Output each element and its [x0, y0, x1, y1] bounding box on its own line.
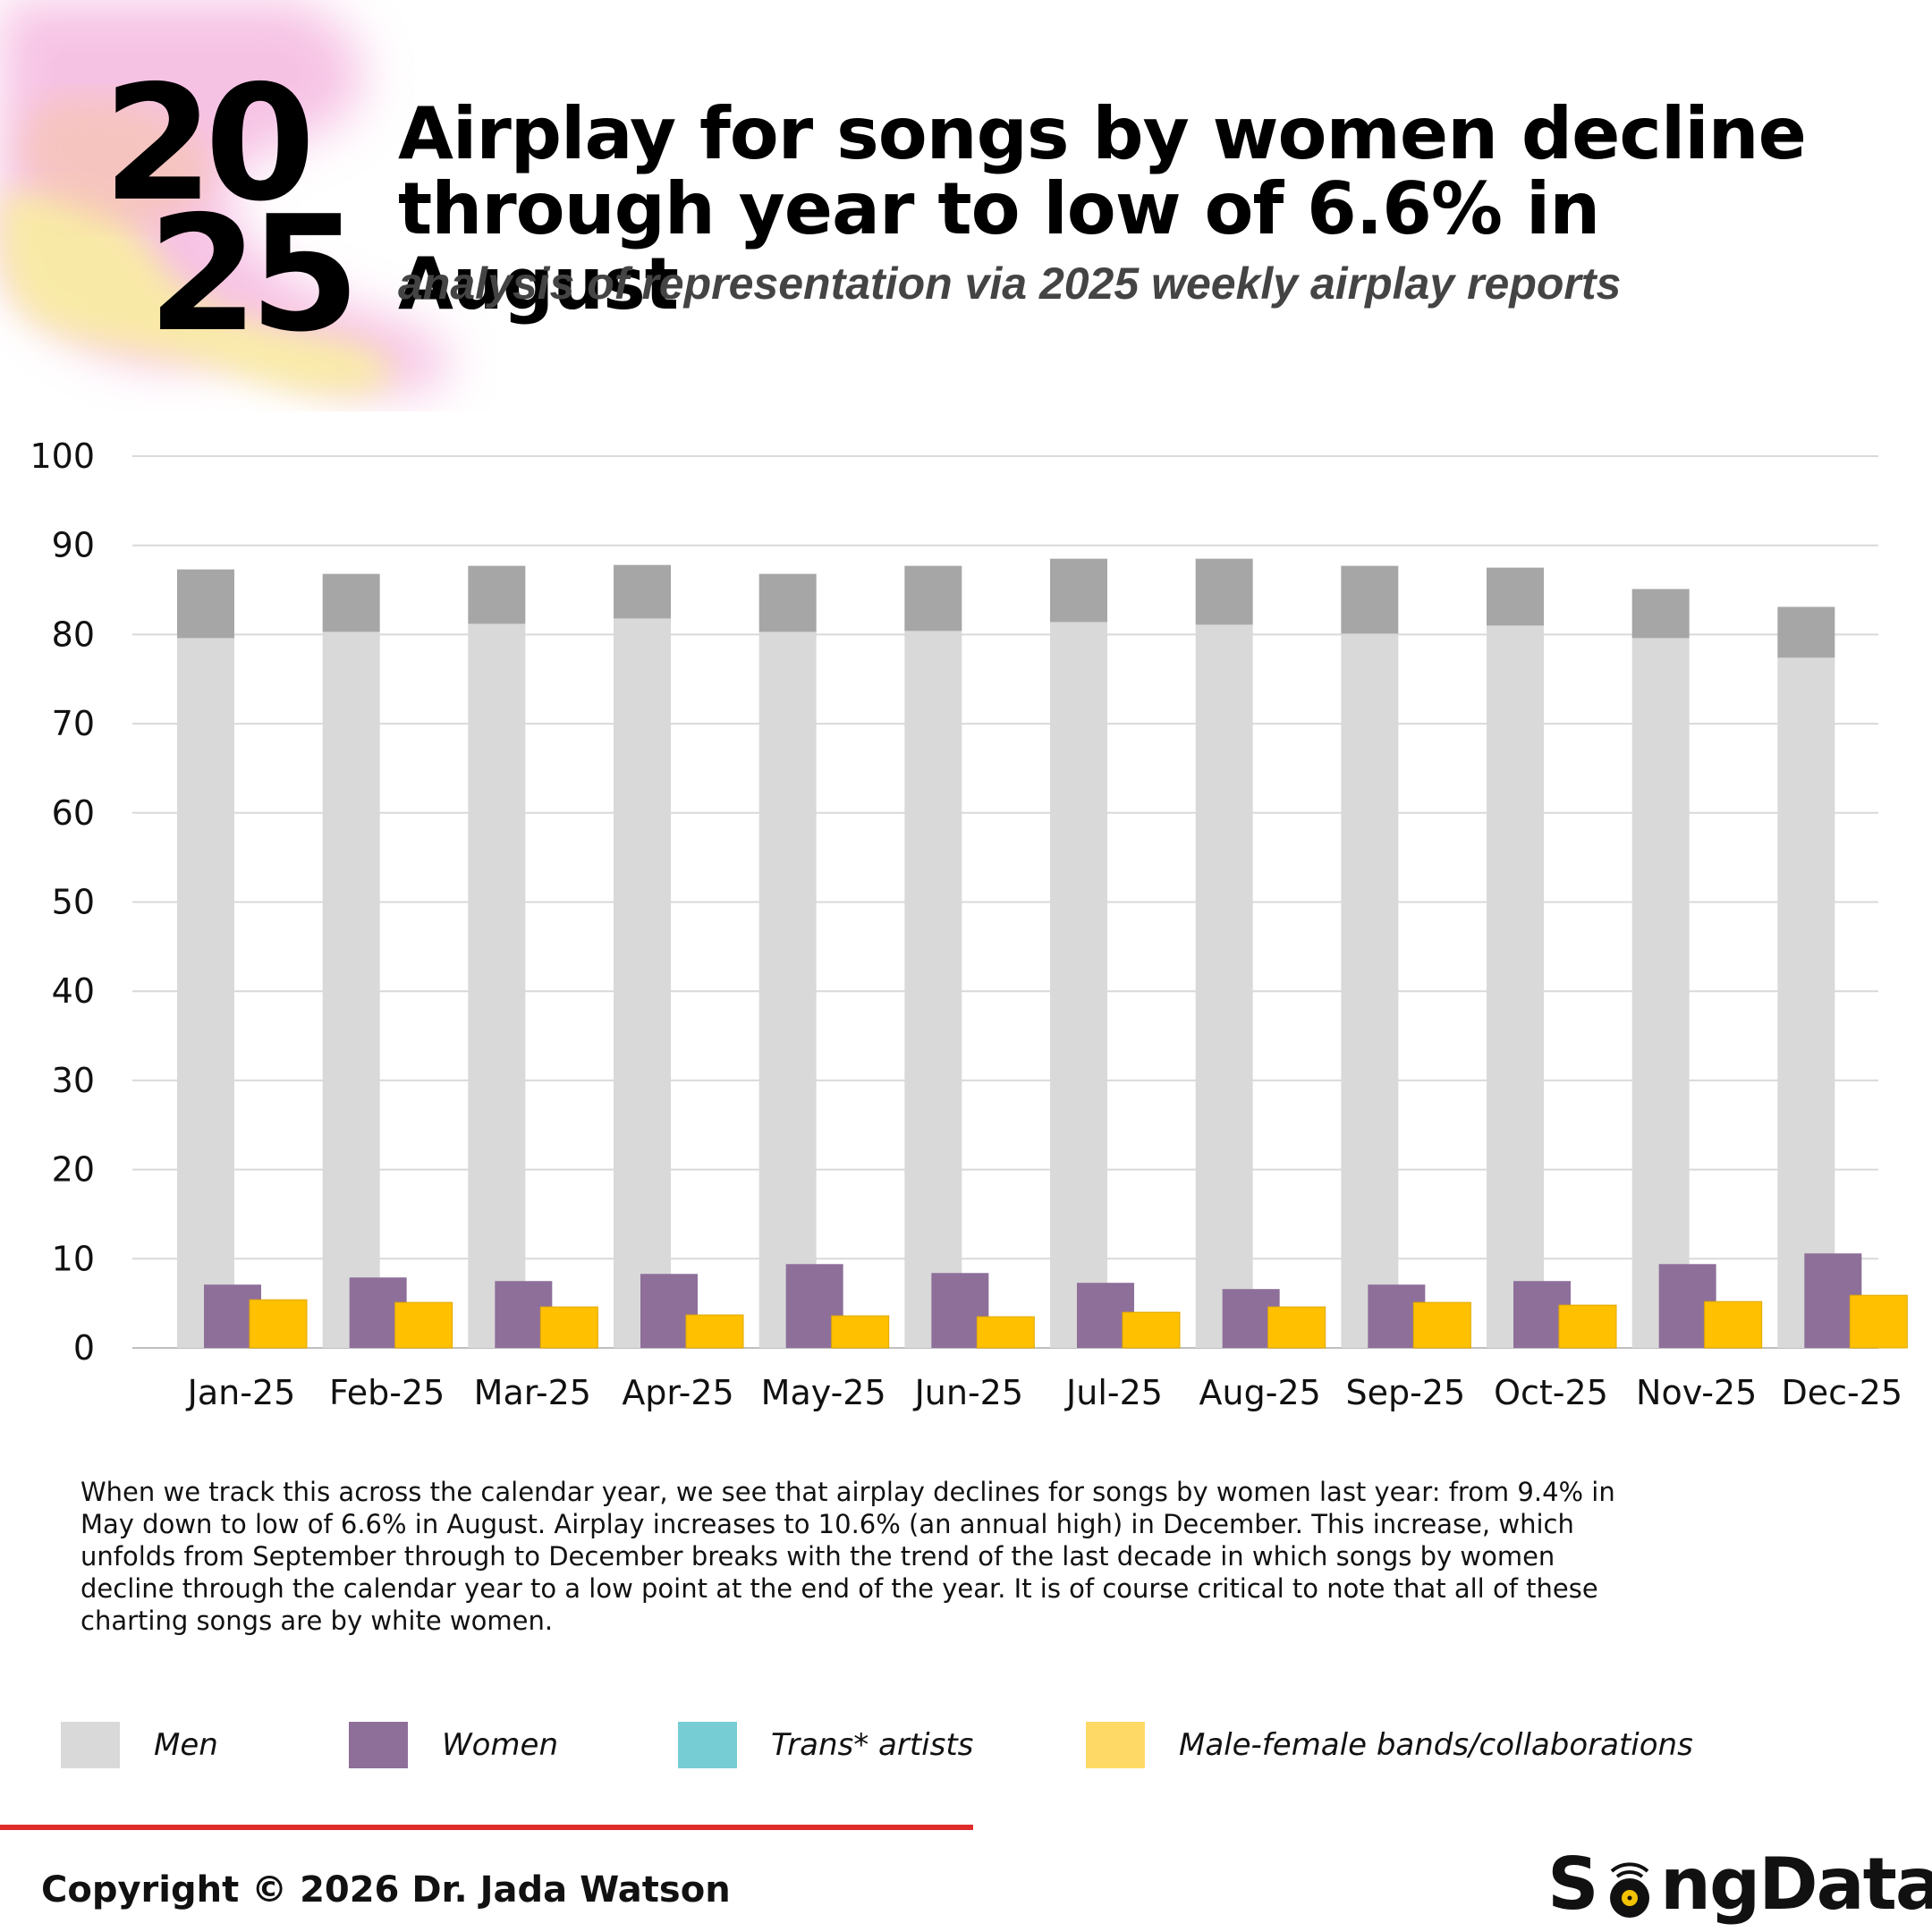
bar-collab-Sep-25 — [1412, 1301, 1471, 1349]
bar-men-Dec-25 — [1777, 657, 1835, 1348]
year-top: 20 — [103, 51, 316, 236]
x-tick-label-Sep-25: Sep-25 — [1345, 1373, 1465, 1412]
legend-swatch-trans — [678, 1722, 737, 1768]
y-tick-label-10: 10 — [52, 1239, 95, 1278]
x-tick-label-Feb-25: Feb-25 — [329, 1373, 445, 1412]
bar-collab-May-25 — [831, 1315, 890, 1349]
bar-men-upper-Feb-25 — [322, 573, 380, 632]
bar-collab-Jun-25 — [976, 1316, 1035, 1349]
x-tick-label-Apr-25: Apr-25 — [622, 1373, 733, 1412]
divider-line — [0, 1825, 973, 1830]
chart-subtitle: analysis of representation via 2025 week… — [398, 258, 1622, 309]
logo-text-rest: ngData — [1660, 1843, 1932, 1926]
y-tick-label-80: 80 — [52, 614, 95, 654]
bar-men-upper-Jun-25 — [904, 565, 962, 631]
bar-men-upper-Aug-25 — [1195, 558, 1253, 625]
bar-men-upper-May-25 — [758, 573, 817, 632]
legend-item-collab: Male-female bands/collaborations — [1086, 1722, 1693, 1768]
bar-men-upper-Sep-25 — [1341, 565, 1399, 634]
y-tick-label-90: 90 — [52, 526, 95, 565]
bar-collab-Jul-25 — [1122, 1311, 1181, 1349]
y-tick-label-40: 40 — [52, 971, 95, 1011]
bars — [177, 558, 1908, 1349]
bar-collab-Dec-25 — [1849, 1294, 1908, 1349]
y-tick-label-100: 100 — [30, 436, 95, 476]
y-tick-label-30: 30 — [52, 1061, 95, 1100]
bar-collab-Oct-25 — [1558, 1304, 1617, 1349]
bar-men-Mar-25 — [468, 623, 526, 1348]
y-tick-label-60: 60 — [52, 793, 95, 833]
title-line-1: Airplay for songs by women decline — [398, 92, 1807, 175]
legend-label-collab: Male-female bands/collaborations — [1179, 1727, 1693, 1763]
bar-men-Apr-25 — [614, 618, 671, 1348]
bar-men-upper-Jan-25 — [177, 569, 234, 639]
legend: Men Women Trans* artists Male-female ban… — [61, 1722, 1850, 1772]
y-tick-label-50: 50 — [52, 883, 95, 922]
y-tick-label-20: 20 — [52, 1150, 95, 1190]
bar-men-Jul-25 — [1050, 622, 1107, 1348]
x-tick-label-May-25: May-25 — [761, 1373, 886, 1412]
bar-collab-Feb-25 — [394, 1301, 453, 1349]
legend-swatch-men — [61, 1722, 120, 1768]
gridlines — [132, 455, 1878, 1349]
bar-men-Jan-25 — [177, 638, 234, 1348]
legend-label-women: Women — [442, 1727, 559, 1763]
bar-men-upper-Mar-25 — [468, 565, 526, 624]
copyright-notice: Copyright © 2026 Dr. Jada Watson — [41, 1869, 731, 1911]
bar-collab-Apr-25 — [685, 1314, 744, 1349]
bar-men-upper-Oct-25 — [1487, 567, 1544, 626]
vinyl-record-icon — [1610, 1862, 1649, 1918]
x-tick-label-Dec-25: Dec-25 — [1782, 1373, 1903, 1412]
bar-chart: 0 10 20 30 40 50 60 70 80 90 100 Jan-25 Feb-25 Mar-2… — [30, 436, 1908, 1412]
y-axis-ticks: 0 10 20 30 40 50 60 70 80 90 100 — [30, 436, 95, 1368]
bar-collab-Nov-25 — [1704, 1301, 1763, 1349]
chart-title: Airplay for songs by women decline throu… — [398, 97, 1829, 322]
title-line-2: through year to low of 6.6% in August — [398, 167, 1600, 326]
legend-label-trans: Trans* artists — [771, 1727, 974, 1763]
x-tick-label-Oct-25: Oct-25 — [1494, 1373, 1608, 1412]
bar-collab-Aug-25 — [1267, 1306, 1326, 1349]
x-tick-label-Jul-25: Jul-25 — [1064, 1373, 1163, 1412]
bar-men-upper-Nov-25 — [1631, 589, 1690, 639]
legend-item-trans: Trans* artists — [678, 1722, 973, 1768]
chart-caption: When we track this across the calendar y… — [80, 1477, 1615, 1636]
x-tick-label-Jun-25: Jun-25 — [913, 1373, 1023, 1412]
x-tick-label-Nov-25: Nov-25 — [1636, 1373, 1757, 1412]
decorative-watercolor-blob — [0, 0, 450, 394]
legend-swatch-women — [349, 1722, 408, 1768]
legend-item-men: Men — [61, 1722, 218, 1768]
x-axis-ticks: Jan-25 Feb-25 Mar-25 Apr-25 May-25 Jun-25 Jul-… — [186, 1373, 1902, 1412]
songdata-logo: S ngData — [1547, 1843, 1932, 1926]
logo-letter-s: S — [1547, 1843, 1599, 1926]
x-tick-label-Mar-25: Mar-25 — [474, 1373, 591, 1412]
bar-men-Nov-25 — [1631, 638, 1690, 1348]
year-logo: 20 25 — [98, 51, 360, 354]
bar-men-upper-Apr-25 — [614, 564, 671, 619]
legend-item-women: Women — [349, 1722, 558, 1768]
year-bottom: 25 — [148, 182, 360, 367]
bar-men-Aug-25 — [1195, 624, 1253, 1348]
legend-label-men: Men — [154, 1727, 218, 1763]
bar-men-Sep-25 — [1341, 633, 1399, 1348]
bar-men-Oct-25 — [1487, 625, 1544, 1348]
bar-men-upper-Dec-25 — [1777, 606, 1835, 658]
bar-collab-Mar-25 — [539, 1306, 598, 1349]
y-tick-label-70: 70 — [52, 704, 95, 743]
bar-men-May-25 — [758, 631, 817, 1348]
bar-men-Feb-25 — [322, 631, 380, 1348]
bar-men-Jun-25 — [904, 631, 962, 1348]
x-tick-label-Aug-25: Aug-25 — [1199, 1373, 1321, 1412]
legend-swatch-collab — [1086, 1722, 1145, 1768]
y-tick-label-0: 0 — [73, 1328, 95, 1368]
x-tick-label-Jan-25: Jan-25 — [186, 1373, 296, 1412]
bar-men-upper-Jul-25 — [1050, 558, 1107, 623]
bar-collab-Jan-25 — [249, 1299, 308, 1349]
